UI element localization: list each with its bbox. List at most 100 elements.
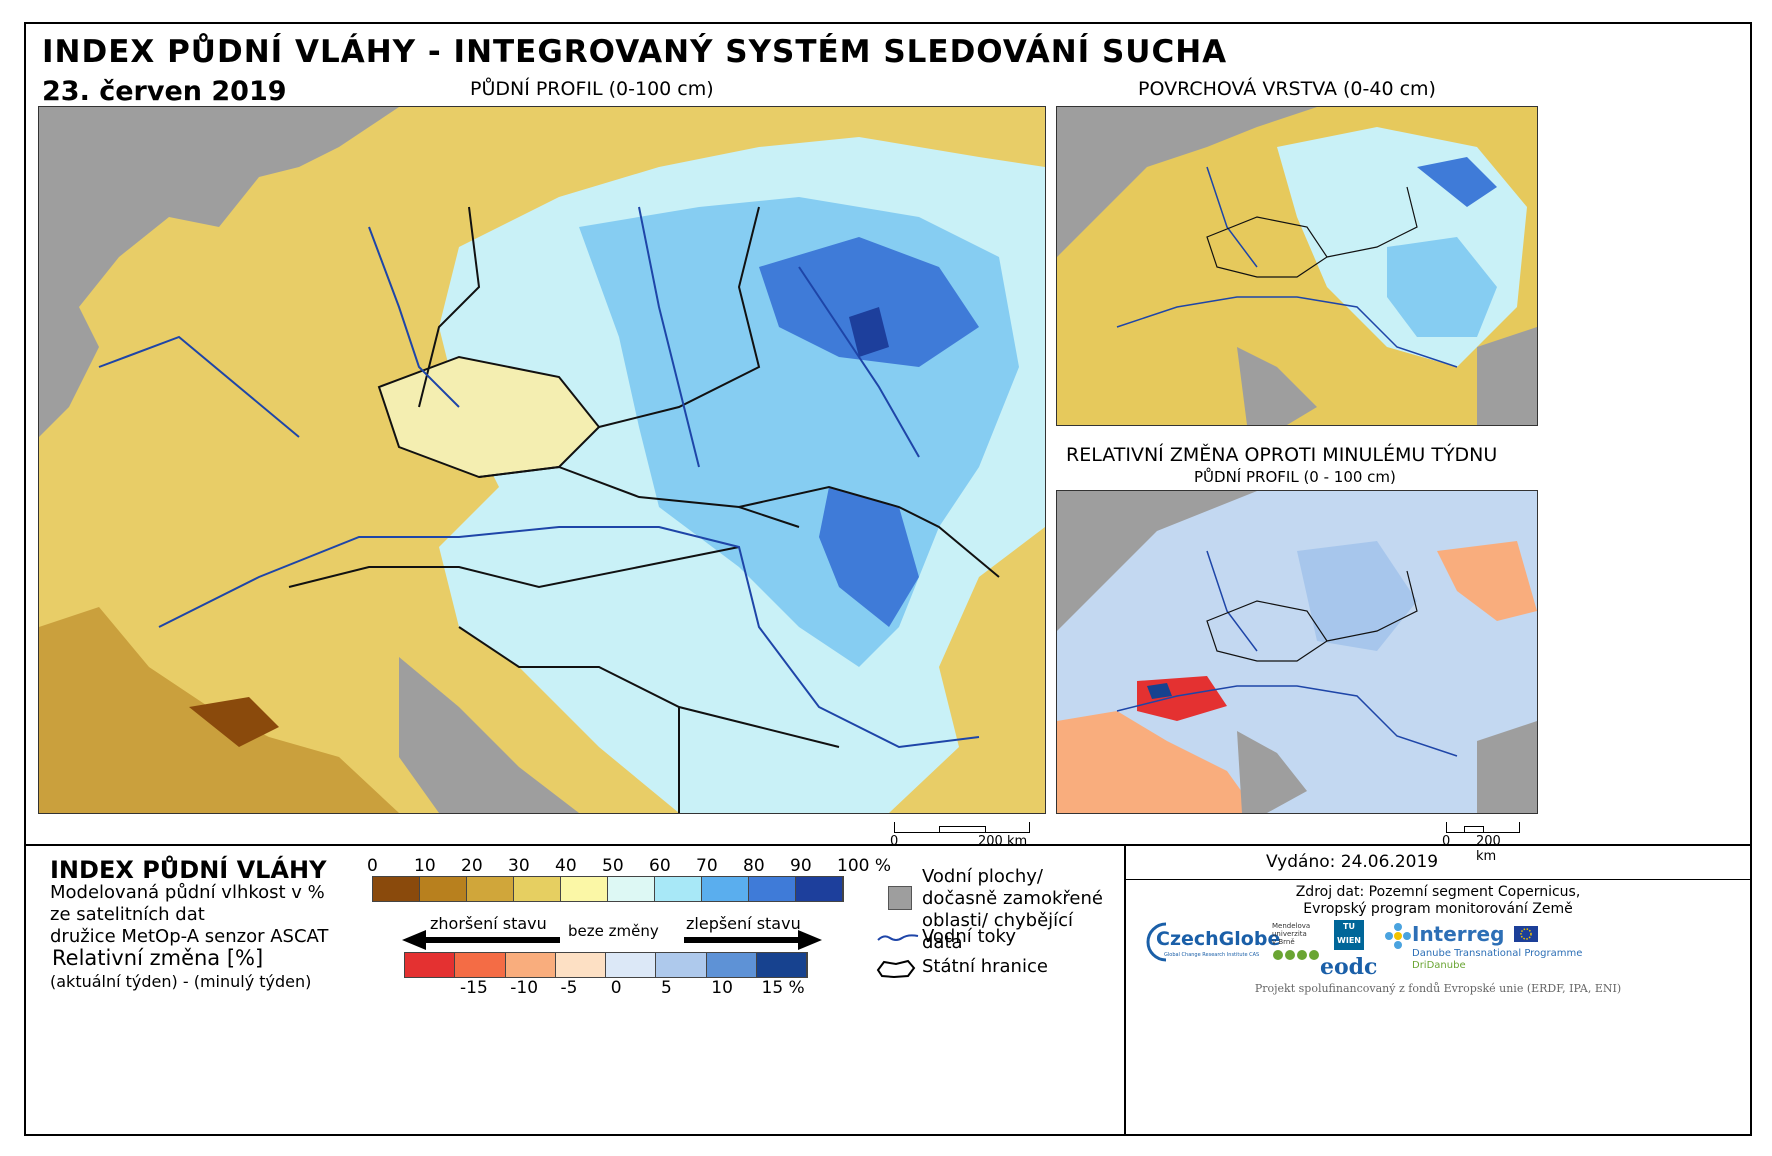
change-land	[1057, 491, 1537, 813]
moisture-ticks-label: 40	[555, 856, 577, 876]
change-rivers	[1116, 550, 1458, 757]
legend-separator	[26, 844, 1750, 846]
moisture-scale-swatch	[796, 877, 843, 901]
interreg-subtitle-line-1: Danube Transnational Programme	[1412, 948, 1583, 959]
moisture-ticks-label: 0	[367, 856, 378, 876]
moisture-ticks-label: 90	[790, 856, 812, 876]
interreg-wordmark: Interreg	[1412, 922, 1505, 946]
page-title: INDEX PŮDNÍ VLÁHY - INTEGROVANÝ SYSTÉM S…	[42, 34, 1228, 70]
border-outline-icon	[876, 959, 916, 979]
change-legend-description: (aktuální týden) - (minulý týden)	[50, 972, 312, 991]
dry-region-alps	[189, 697, 279, 747]
moisture-scale-swatch	[514, 877, 561, 901]
worse-label: zhoršení stavu	[430, 914, 547, 933]
change-arrows	[400, 926, 824, 954]
surface-wet-peak	[1417, 157, 1497, 207]
change-scale-end: 200 km	[1476, 834, 1501, 864]
change-alps-better	[1147, 683, 1172, 699]
report-date: 23. červen 2019	[42, 76, 287, 107]
poster-frame: INDEX PŮDNÍ VLÁHY - INTEGROVANÝ SYSTÉM S…	[24, 22, 1752, 1136]
funding-footer: Projekt spolufinancovaný z fondů Evropsk…	[1254, 982, 1622, 995]
surface-sea	[1237, 347, 1317, 425]
change-scale-swatch	[606, 953, 657, 977]
mendel-dots-icon	[1273, 950, 1319, 960]
mendel-line-3: v Brně	[1272, 938, 1295, 946]
moisture-scale-swatch	[749, 877, 796, 901]
change-scale-swatch	[405, 953, 456, 977]
moisture-scale-swatch	[373, 877, 420, 901]
borders-label: Státní hranice	[922, 956, 1048, 977]
change-ticks-label: 10	[711, 978, 733, 998]
tuwien-logo: TU WIEN	[1334, 920, 1364, 950]
rivers-label: Vodní toky	[922, 926, 1016, 947]
change-scale-bar: 0 200 km	[1442, 822, 1520, 864]
moisture-ticks-label: 20	[461, 856, 483, 876]
main-scale-start: 0	[890, 834, 899, 849]
interreg-flower-icon	[1385, 923, 1411, 949]
mendel-line-2: univerzita	[1272, 930, 1307, 938]
wet-region-north	[759, 237, 979, 367]
data-source-line-2: Evropský program monitorování Země	[1303, 901, 1573, 917]
moisture-ticks-label: 60	[649, 856, 671, 876]
change-scale-swatch	[656, 953, 707, 977]
change-map-canvas	[1057, 491, 1537, 813]
change-ticks-label: -15	[460, 978, 488, 998]
surface-map-canvas	[1057, 107, 1537, 425]
czechglobe-logo: CzechGlobe Global Change Research Instit…	[1146, 920, 1280, 964]
main-scale-bar: 0 200 km	[890, 822, 1030, 849]
change-ticks: -15 -10 -5 0 5 10 15 %	[404, 978, 824, 998]
surface-wet-core	[1387, 237, 1497, 337]
better-label: zlepšení stavu	[686, 914, 801, 933]
moisture-ticks-label: 80	[743, 856, 765, 876]
change-map-heading: RELATIVNÍ ZMĚNA OPROTI MINULÉMU TÝDNU	[1066, 444, 1498, 466]
moisture-scale-swatch	[420, 877, 467, 901]
moisture-scale-swatch	[608, 877, 655, 901]
moisture-ticks-label: 10	[414, 856, 436, 876]
surface-borders	[1206, 186, 1418, 278]
moisture-scale-swatch	[561, 877, 608, 901]
arrow-left-icon	[402, 930, 560, 950]
change-worse-south	[1057, 711, 1257, 813]
moisture-scale-swatch	[467, 877, 514, 901]
legend-vertical-separator	[1124, 844, 1126, 1136]
arrow-right-icon	[684, 930, 822, 950]
change-legend-title: Relativní změna [%]	[52, 946, 264, 970]
change-scale-swatch	[505, 953, 556, 977]
moisture-ticks: 0 10 20 30 40 50 60 70 80 90 100 %	[367, 856, 891, 876]
moisture-ticks-label: 50	[602, 856, 624, 876]
change-better	[1297, 541, 1417, 651]
data-source: Zdroj dat: Pozemní segment Copernicus, E…	[1126, 884, 1750, 918]
interreg-subtitle: Danube Transnational Programme DriDanube	[1412, 948, 1582, 972]
change-ticks-label: 15 %	[761, 978, 805, 998]
issued-date: Vydáno: 24.06.2019	[1266, 852, 1439, 872]
wet-region-danube	[819, 487, 919, 627]
dry-region-south	[39, 607, 399, 813]
change-scale-start: 0	[1442, 834, 1451, 849]
legend-desc-line-2: ze satelitních dat	[50, 904, 205, 925]
water-area-label: Vodní plochy/ dočasně zamokřené oblasti/…	[922, 866, 1103, 953]
czechglobe-subtitle: Global Change Research Institute CAS	[1164, 952, 1260, 958]
change-scale-swatch	[706, 953, 757, 977]
water-area-swatch	[888, 886, 912, 910]
main-map-canvas	[39, 107, 1045, 813]
main-map[interactable]	[38, 106, 1046, 814]
change-ticks-label: -10	[510, 978, 539, 998]
change-ticks-label: -5	[560, 978, 578, 998]
change-ticks-label: 0	[610, 978, 622, 998]
main-map-heading: PŮDNÍ PROFIL (0-100 cm)	[470, 78, 714, 100]
mendel-line-1: Mendelova	[1272, 922, 1311, 930]
surface-map-heading: POVRCHOVÁ VRSTVA (0-40 cm)	[1138, 78, 1436, 100]
change-map-subheading: PŮDNÍ PROFIL (0 - 100 cm)	[1194, 468, 1396, 486]
eodc-logo: eodc	[1320, 954, 1378, 980]
wet-peak	[849, 307, 889, 357]
moisture-scale	[372, 876, 844, 902]
change-scale-swatch	[756, 953, 807, 977]
surface-map[interactable]	[1056, 106, 1538, 426]
change-black-sea	[1477, 721, 1537, 813]
moisture-scale-swatch	[702, 877, 749, 901]
legend-title: INDEX PŮDNÍ VLÁHY	[50, 856, 327, 884]
change-map[interactable]	[1056, 490, 1538, 814]
adriatic-sea	[399, 657, 579, 813]
change-scale-swatch	[555, 953, 606, 977]
change-scale	[404, 952, 808, 978]
